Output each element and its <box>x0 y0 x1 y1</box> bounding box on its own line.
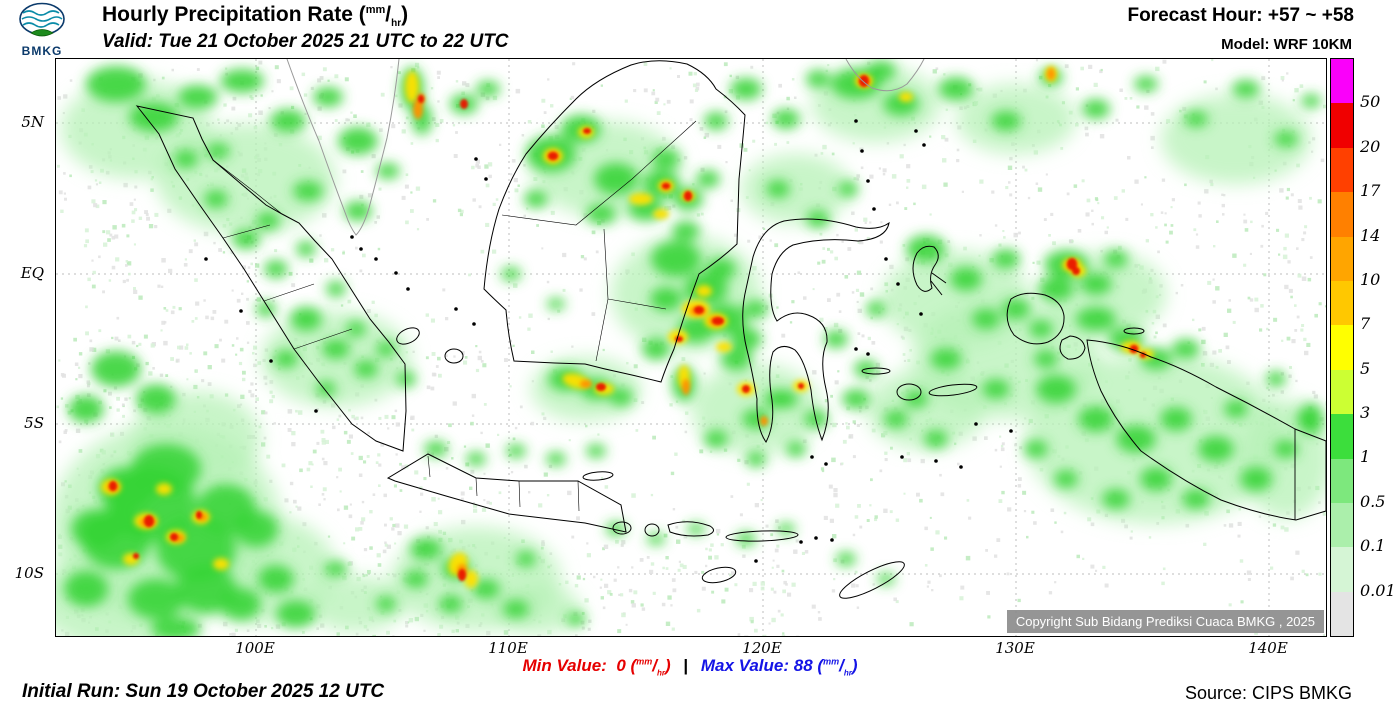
bali-island <box>612 521 632 535</box>
java-coastline <box>386 453 627 533</box>
sumatra-coastline <box>135 105 407 452</box>
lon-label-130E: 130E <box>995 639 1035 657</box>
bomberai-coastline <box>1059 335 1086 360</box>
sumbawa-island <box>667 521 714 537</box>
java-internal-border <box>427 455 580 512</box>
lon-label-140E: 140E <box>1248 639 1288 657</box>
source-label: Source: CIPS BMKG <box>1184 683 1352 703</box>
max-value-label: Max Value: 88 (mm/hr) <box>700 656 858 678</box>
colorbar-segment <box>1331 147 1353 193</box>
colorbar-value: 7 <box>1360 314 1371 334</box>
page-title-text: Hourly Precipitation Rate <box>102 3 353 26</box>
colorbar-value: 50 <box>1360 92 1381 112</box>
title-unit: (mm/hr) <box>358 3 409 30</box>
seram-island <box>928 383 978 397</box>
bmkg-logo-text: BMKG <box>21 44 63 58</box>
sumatra-internal-border <box>212 159 353 350</box>
precipitation-colorbar <box>1330 58 1354 637</box>
sula-islands <box>861 367 891 375</box>
model-label: Model: WRF 10KM <box>1221 36 1352 53</box>
minmax-separator: | <box>683 656 689 675</box>
min-value-label: Min Value: 0 (mm/hr) <box>522 656 671 678</box>
lombok-island <box>644 523 660 537</box>
colorbar-segment <box>1331 59 1353 104</box>
colorbar-segment <box>1331 325 1353 370</box>
colorbar-value: 1 <box>1360 447 1371 467</box>
lon-label-120E: 120E <box>742 639 782 657</box>
colorbar-segment <box>1331 591 1353 637</box>
timor-island <box>839 561 905 599</box>
sumba-island <box>701 566 737 584</box>
lon-label-100E: 100E <box>235 639 275 657</box>
colorbar-segment <box>1331 414 1353 459</box>
valid-time-label: Valid: Tue 21 October 2025 21 UTC to 22 … <box>102 31 509 52</box>
papua-coastline <box>1086 339 1326 521</box>
precip-green-layer <box>64 61 1323 636</box>
min-unit: (mm/hr) <box>630 656 671 678</box>
lat-label-10S: 10S <box>14 564 44 582</box>
initial-run-label: Initial Run: Sun 19 October 2025 12 UTC <box>22 681 385 702</box>
colorbar-segment <box>1331 236 1353 281</box>
max-unit: (mm/hr) <box>817 656 858 678</box>
colorbar-value: 10 <box>1360 269 1381 289</box>
colorbar-segment <box>1331 458 1353 503</box>
colorbar-value: 5 <box>1360 358 1371 378</box>
borneo-internal-border <box>501 120 697 362</box>
colorbar-segment <box>1331 280 1353 326</box>
latitude-axis: 5N EQ 5S 10S <box>0 58 50 635</box>
bmkg-logo: BMKG <box>10 2 74 58</box>
colorbar-value: 20 <box>1360 136 1381 156</box>
colorbar-value: 17 <box>1360 181 1381 201</box>
colorbar-segment <box>1331 502 1353 548</box>
page-title: Hourly Precipitation Rate (mm/hr) <box>102 3 408 29</box>
copyright-banner: Copyright Sub Bidang Prediksi Cuaca BMKG… <box>1006 610 1324 633</box>
colorbar-segment <box>1331 103 1353 148</box>
map-area: Copyright Sub Bidang Prediksi Cuaca BMKG… <box>55 58 1327 637</box>
forecast-hour-label: Forecast Hour: +57 ~ +58 <box>1127 5 1354 26</box>
minmax-line: Min Value: 0 (mm/hr) | Max Value: 88 (mm… <box>55 656 1325 677</box>
halmahera-coastline <box>912 245 947 296</box>
colorbar-value: 0.1 <box>1360 536 1386 556</box>
sulawesi-coastline <box>742 218 890 443</box>
mindanao-coastline <box>845 59 925 92</box>
yapen-island <box>1123 327 1145 335</box>
colorbar-value: 14 <box>1360 225 1381 245</box>
colorbar-value: 0.5 <box>1360 491 1386 511</box>
colorbar-value: 0.01 <box>1360 580 1396 600</box>
bmkg-logo-icon <box>19 2 65 37</box>
borneo-coastline <box>483 60 746 383</box>
lon-label-110E: 110E <box>488 639 528 657</box>
malay-peninsula-coastline <box>286 59 400 236</box>
coastlines <box>135 59 1326 599</box>
madura-island <box>582 471 614 481</box>
lat-label-5N: 5N <box>21 113 44 131</box>
papua-birdhead-coastline <box>1006 292 1065 345</box>
colorbar-segment <box>1331 369 1353 415</box>
belitung-island <box>444 348 464 364</box>
lat-label-EQ: EQ <box>20 264 44 282</box>
lat-label-5S: 5S <box>24 414 44 432</box>
bangka-island <box>396 327 420 345</box>
colorbar-segment <box>1331 192 1353 237</box>
flores-island <box>725 530 799 542</box>
small-islands <box>204 119 1013 563</box>
colorbar-segment <box>1331 547 1353 592</box>
buru-island <box>896 383 922 401</box>
colorbar-value: 3 <box>1360 403 1371 423</box>
longitude-axis: 100E 110E 120E 130E 140E <box>55 639 1325 657</box>
colorbar-value-labels: 50 20 17 14 10 7 5 3 1 0.5 0.1 0.01 <box>1360 58 1398 635</box>
precipitation-map <box>56 59 1326 636</box>
